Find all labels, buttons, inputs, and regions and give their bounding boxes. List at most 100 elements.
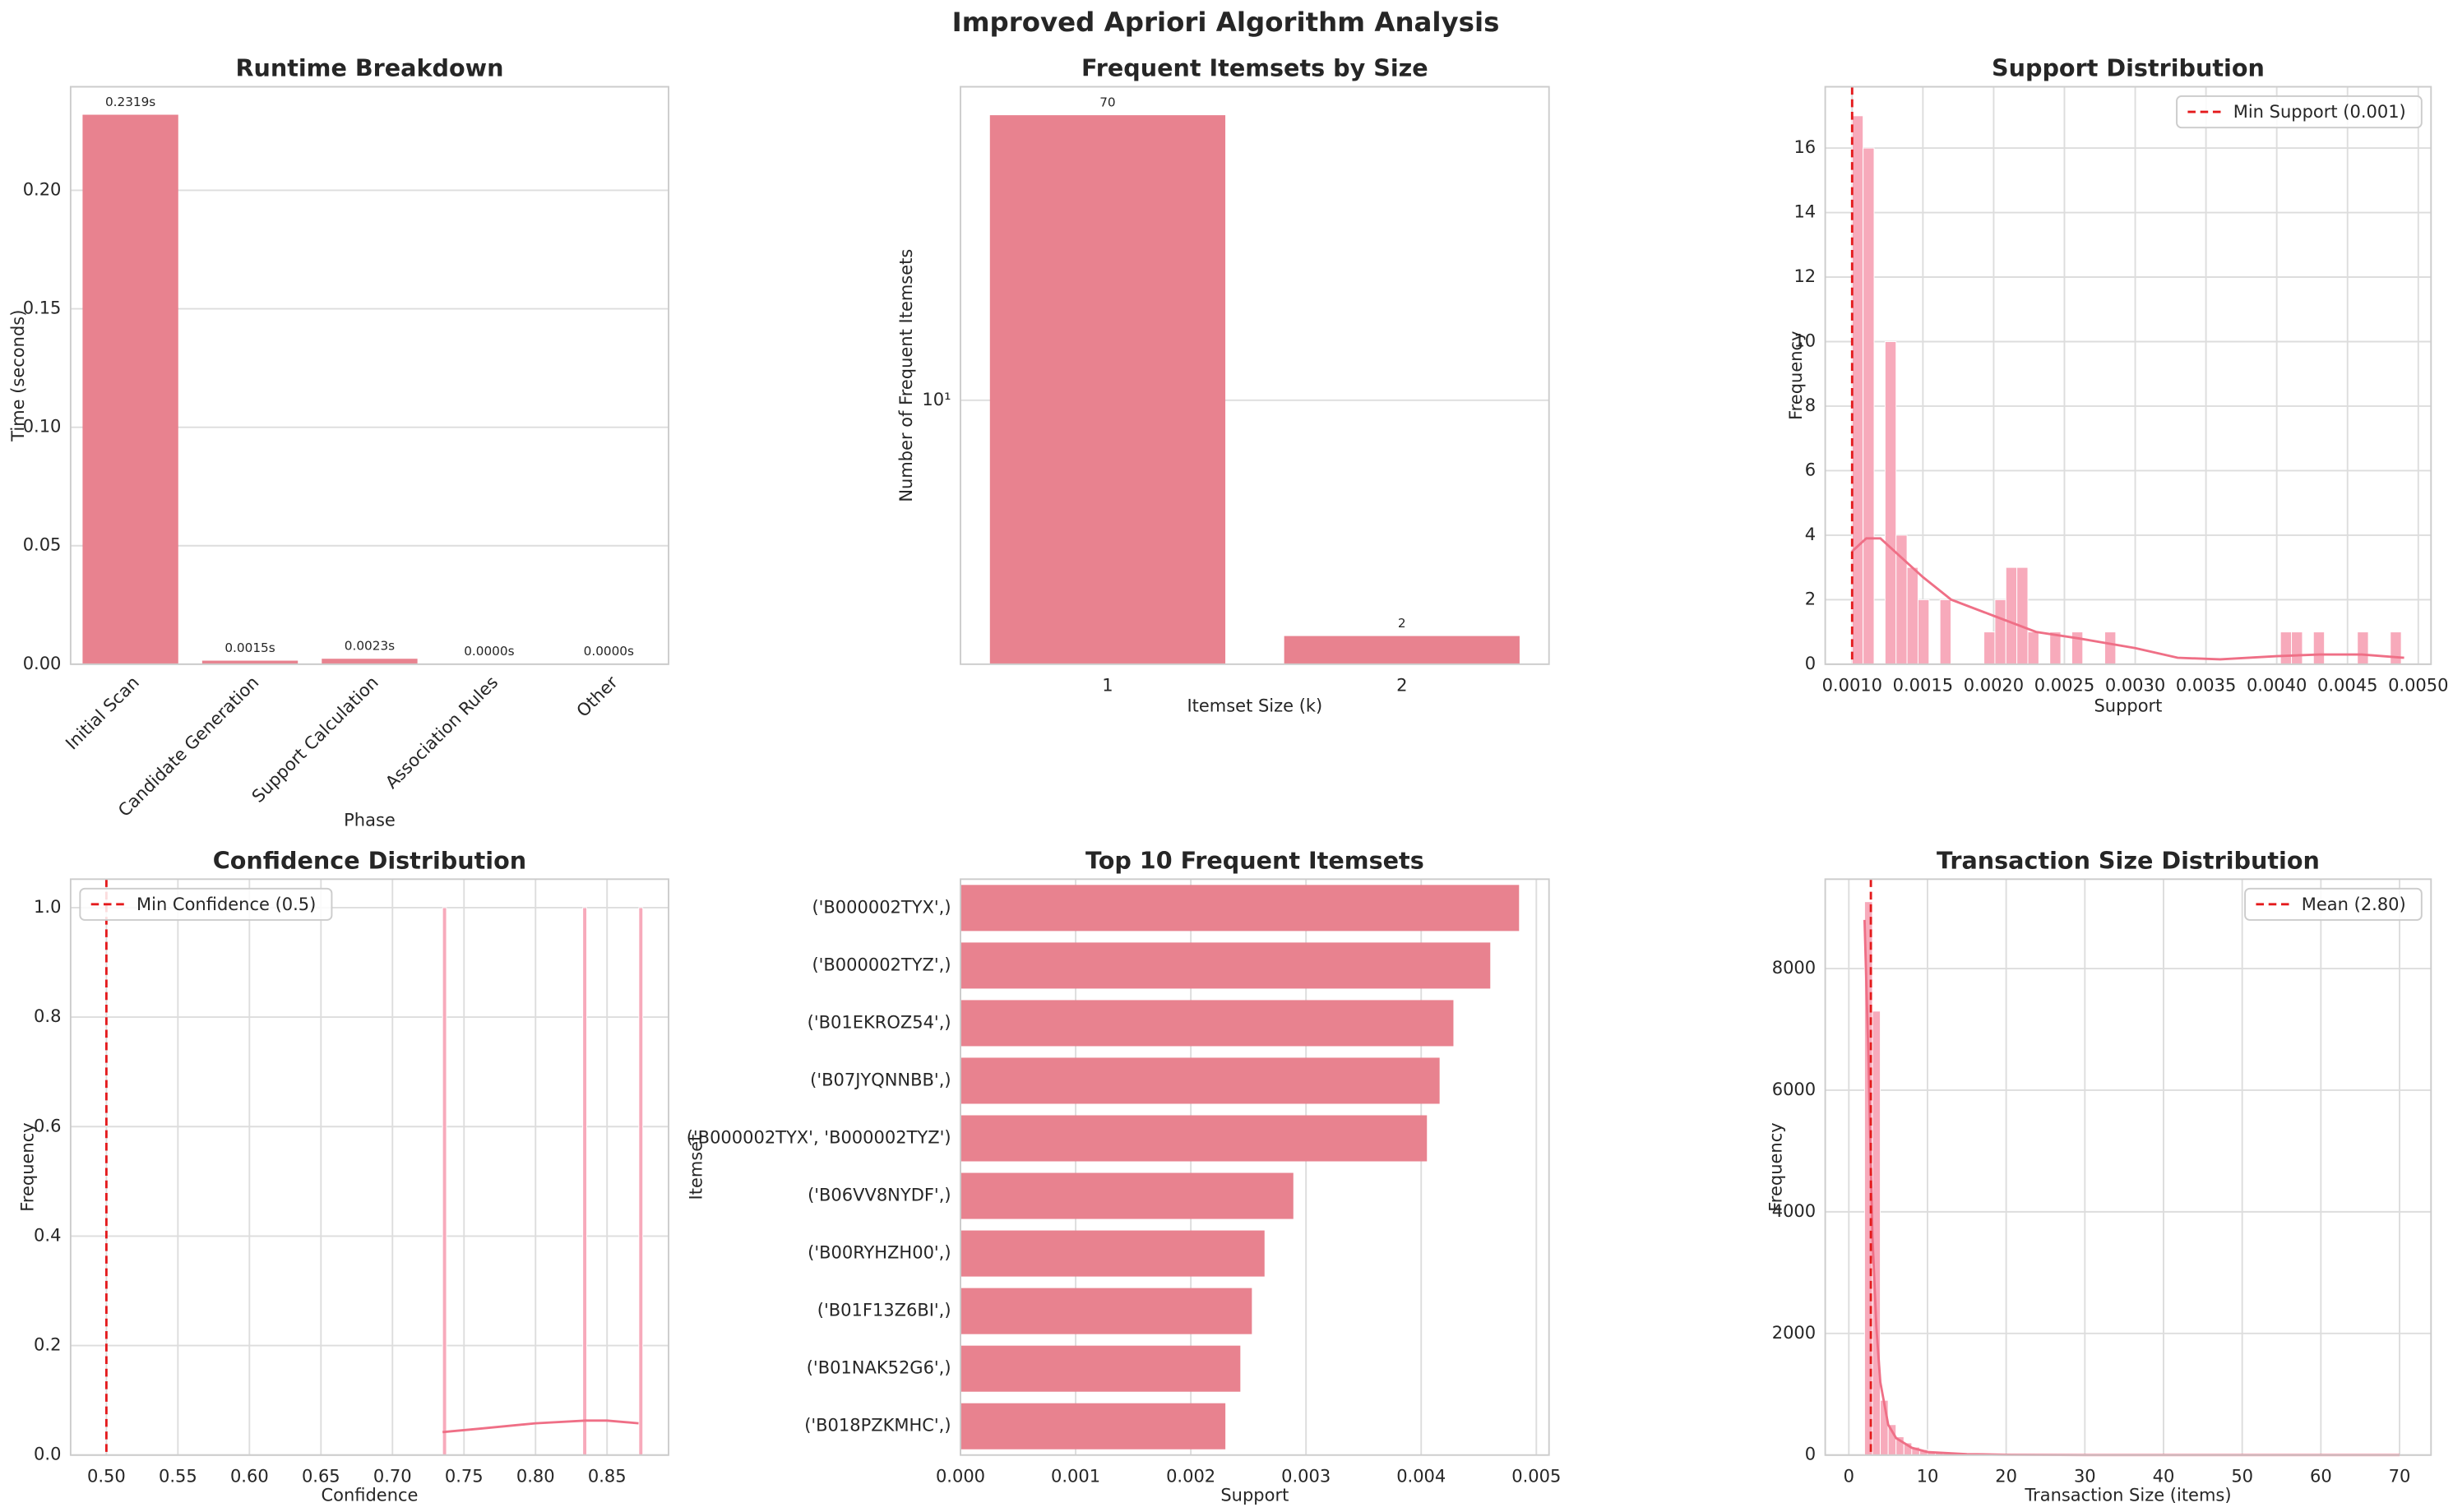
x-tick-label: 0.001 <box>1051 1466 1100 1486</box>
y-tick-label: 10 <box>1793 331 1816 350</box>
histogram-bar <box>2291 631 2303 665</box>
y-axis-label: Itemset <box>686 1135 706 1200</box>
x-tick-label: 0.0030 <box>2105 676 2165 696</box>
histogram-bar <box>2005 566 2018 665</box>
y-tick-label: ('B01EKROZ54',) <box>808 1012 951 1032</box>
y-axis-label: Frequency <box>1766 1122 1785 1211</box>
x-axis-label: Phase <box>344 811 396 830</box>
chart-title: Runtime Breakdown <box>235 54 503 82</box>
legend-label: Min Support (0.001) <box>2233 102 2406 122</box>
y-tick-label: ('B00RYHZH00',) <box>808 1243 951 1263</box>
y-tick-label: ('B07JYQNNBB',) <box>810 1070 951 1089</box>
x-axis-label: Transaction Size (items) <box>2024 1485 2231 1505</box>
y-tick-label: ('B018PZKMHC',) <box>804 1416 951 1436</box>
y-tick-label: 16 <box>1793 137 1816 157</box>
value-label: 0.0000s <box>584 644 634 659</box>
x-tick-label: 10 <box>1917 1466 1939 1486</box>
x-tick-label: 50 <box>2231 1466 2253 1486</box>
bar <box>960 1172 1294 1219</box>
value-label: 2 <box>1398 616 1406 631</box>
bar <box>960 1345 1241 1392</box>
subplot: 0.000 0.001 0.002 0.003 0.004 0.005 ('B000002T… <box>686 846 1561 1505</box>
x-tick-label: 0.0035 <box>2176 676 2236 696</box>
value-label: 0.0015s <box>224 640 275 655</box>
y-tick-label: 0.15 <box>23 298 62 318</box>
x-tick-label: 0.0045 <box>2317 676 2377 696</box>
histogram-bar <box>2016 566 2029 665</box>
y-tick-label: ('B000002TYZ',) <box>812 955 951 974</box>
y-tick-label: 0.0 <box>34 1445 61 1464</box>
bar <box>960 1115 1428 1162</box>
chart-title: Top 10 Frequent Itemsets <box>1085 846 1424 874</box>
y-tick-label: 0 <box>1805 1445 1816 1464</box>
histogram-bar <box>638 907 644 1456</box>
kde-line <box>1851 537 2404 661</box>
histogram-bar <box>2049 631 2062 665</box>
bar <box>989 115 1226 664</box>
x-axis-label: Itemset Size (k) <box>1187 696 1322 715</box>
histogram-bar <box>1884 341 1897 665</box>
bar <box>82 114 178 664</box>
y-axis-label: Frequency <box>17 1122 37 1211</box>
x-tick-label: 0 <box>1844 1466 1854 1486</box>
axes-frame <box>960 878 1550 1456</box>
x-tick-label: 20 <box>1995 1466 2017 1486</box>
x-tick-label: 0.005 <box>1511 1466 1561 1486</box>
x-tick-label: 0.003 <box>1281 1466 1331 1486</box>
chart-title: Confidence Distribution <box>213 846 526 874</box>
histogram-bar <box>2104 631 2117 665</box>
y-tick-label: ('B01F13Z6BI',) <box>817 1301 951 1320</box>
y-axis-label: Time (seconds) <box>8 310 28 442</box>
axes-frame <box>1824 86 2432 665</box>
y-tick-label: 2000 <box>1772 1323 1816 1343</box>
legend-label: Min Confidence (0.5) <box>137 895 316 914</box>
legend-label: Mean (2.80) <box>2302 895 2406 914</box>
bar <box>960 942 1491 989</box>
kde-line <box>442 1419 639 1434</box>
y-tick-label: 14 <box>1793 202 1816 222</box>
chart-title: Frequent Itemsets by Size <box>1081 54 1428 82</box>
histogram-bar <box>1939 599 1951 665</box>
value-label: 0.2319s <box>105 95 155 109</box>
x-tick-label: 0.85 <box>588 1466 627 1486</box>
x-tick-label: 0.50 <box>87 1466 126 1486</box>
x-tick-label: 0.000 <box>936 1466 985 1486</box>
y-tick-label: 0.05 <box>23 535 62 555</box>
x-tick-label: 0.004 <box>1396 1466 1446 1486</box>
y-tick-label: 0.8 <box>34 1006 61 1026</box>
x-tick-label: 0.0015 <box>1893 676 1953 696</box>
x-tick-label: 0.0050 <box>2388 676 2448 696</box>
bar <box>960 1000 1454 1047</box>
y-tick-label: 6 <box>1805 460 1816 479</box>
x-tick-label: 60 <box>2310 1466 2332 1486</box>
histogram-bar <box>2390 631 2402 665</box>
x-tick-label: 0.002 <box>1166 1466 1215 1486</box>
axes-frame <box>69 86 669 665</box>
y-tick-label: ('B000002TYX', 'B000002TYZ') <box>687 1128 951 1148</box>
y-tick-label: ('B000002TYX',) <box>812 897 951 917</box>
figure-title: Improved Apriori Algorithm Analysis <box>952 7 1500 38</box>
x-tick-label: 0.0010 <box>1822 676 1882 696</box>
y-tick-label: 12 <box>1793 266 1816 286</box>
subplot: 0 2 4 6 8 10 12 14 16 0.0010 0.0015 0.0020 0.0025 0.0… <box>1786 54 2448 716</box>
x-axis-label: Confidence <box>321 1485 418 1505</box>
value-label: 70 <box>1099 95 1115 109</box>
x-tick-label: 30 <box>2074 1466 2096 1486</box>
y-tick-label: 0 <box>1805 654 1816 673</box>
value-label: 0.0000s <box>464 644 514 659</box>
x-tick-label: 0.55 <box>159 1466 197 1486</box>
x-tick-label: 0.0040 <box>2247 676 2307 696</box>
legend-box <box>2244 887 2423 921</box>
x-tick-label: 0.65 <box>302 1466 340 1486</box>
y-tick-label: 6000 <box>1772 1080 1816 1099</box>
y-tick-label: 8000 <box>1772 958 1816 978</box>
x-tick-label: 1 <box>1102 676 1113 696</box>
y-tick-label: ('B06VV8NYDF',) <box>808 1186 951 1205</box>
x-axis-label: Support <box>2094 696 2162 715</box>
subplot: 0 2000 4000 6000 8000 0 10 20 30 40 50 60 70 Mean (2.… <box>1766 846 2432 1505</box>
y-tick-label: 0.6 <box>34 1116 61 1135</box>
histogram-bar <box>582 907 587 1456</box>
y-tick-label: 0.20 <box>23 179 62 199</box>
histogram-bar <box>1872 1010 1881 1456</box>
